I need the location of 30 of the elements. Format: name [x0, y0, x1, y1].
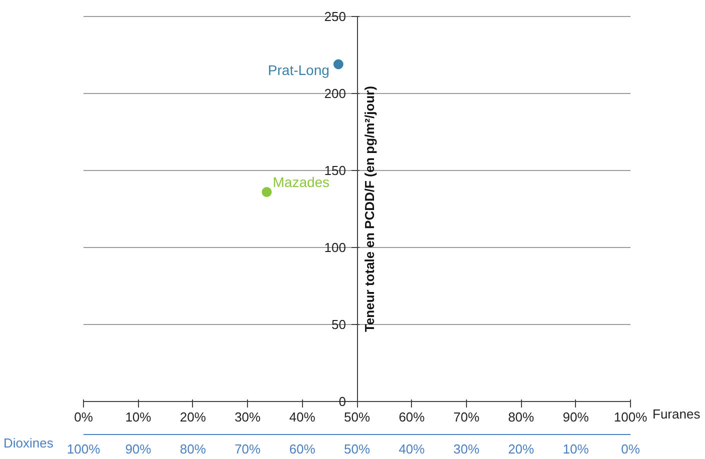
x-tick-label: 100% [614, 410, 648, 424]
x2-axis-title: Dioxines [4, 436, 54, 450]
y-tick-label: 250 [324, 9, 346, 24]
x-tick-label: 80% [508, 410, 535, 424]
x-tick-label: 70% [453, 410, 480, 424]
x2-tick-label: 50% [344, 442, 370, 456]
y-tick-label: 200 [324, 86, 346, 101]
x2-tick-label: 40% [398, 442, 426, 456]
x-axis-title: Furanes [652, 406, 701, 422]
x-tick-label: 0% [74, 410, 94, 424]
y-tick-label: 50 [332, 317, 346, 332]
x-tick-label: 10% [125, 410, 152, 424]
x-tick-label: 50% [344, 410, 370, 424]
x2-tick-label: 30% [453, 442, 480, 456]
x-tick-label: 20% [180, 410, 206, 424]
y-axis-title: Teneur totale en PCDD/F (en pg/m²/jour) [362, 86, 377, 332]
x2-tick-label: 60% [289, 442, 316, 456]
x2-tick-label: 80% [180, 442, 206, 456]
series-label: Prat-Long [268, 62, 330, 78]
x2-tick-label: 0% [621, 442, 640, 456]
x-tick-label: 90% [562, 410, 590, 424]
x2-tick-label: 10% [562, 442, 590, 456]
x2-tick-label: 90% [125, 442, 152, 456]
x2-tick-label: 100% [66, 442, 101, 456]
x2-tick-label: 70% [234, 442, 262, 456]
x-tick-label: 30% [234, 410, 262, 424]
x2-tick-label: 20% [508, 442, 535, 456]
x-tick-label: 40% [289, 410, 316, 424]
x-tick-label: 60% [398, 410, 426, 424]
y-tick-label: 100 [324, 240, 346, 255]
